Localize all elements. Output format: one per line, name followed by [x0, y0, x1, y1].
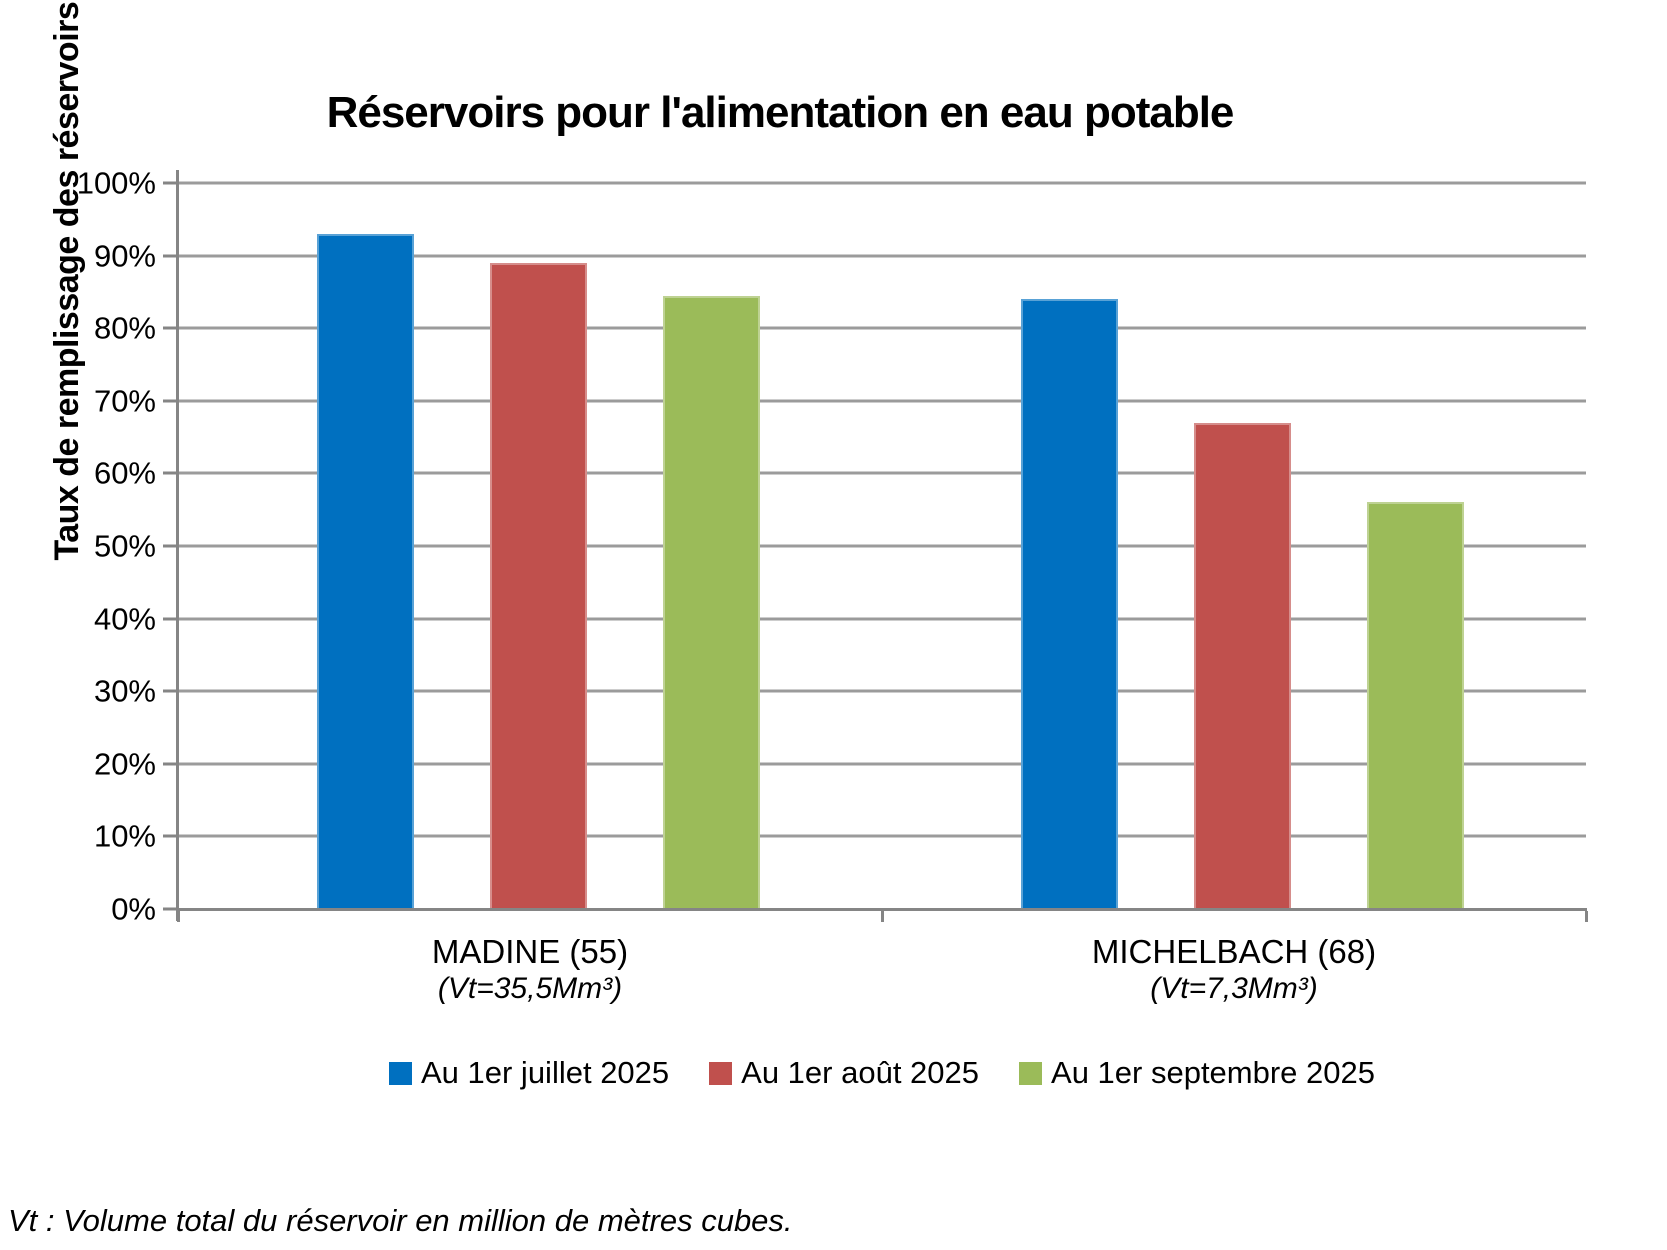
plot-area: [176, 181, 1588, 922]
y-tick-mark: [163, 399, 177, 403]
legend-item-aout: Au 1er août 2025: [709, 1055, 979, 1091]
category-label-madine: MADINE (55) (Vt=35,5Mm³): [178, 933, 882, 1007]
category-name: MICHELBACH (68): [1091, 933, 1377, 970]
y-tick-mark: [163, 617, 177, 621]
category-volume-note: (Vt=35,5Mm³): [437, 972, 623, 1005]
y-tick-label: 50%: [93, 528, 156, 564]
bar: [1193, 422, 1291, 909]
gridline-10%: [178, 834, 1586, 838]
legend-label: Au 1er septembre 2025: [1051, 1055, 1376, 1090]
y-axis-line: [176, 170, 179, 921]
legend-swatch-septembre: [1019, 1061, 1043, 1085]
gridline-90%: [178, 254, 1586, 258]
y-tick-mark: [163, 907, 177, 911]
gridline-50%: [178, 544, 1586, 548]
x-axis-line: [176, 908, 1587, 911]
y-tick-label: 70%: [93, 383, 156, 419]
x-axis-boundary-tick: [176, 911, 180, 922]
y-tick-mark: [163, 471, 177, 475]
legend: Au 1er juillet 2025 Au 1er août 2025 Au …: [178, 1055, 1586, 1091]
y-tick-label: 60%: [93, 455, 156, 491]
gridline-20%: [178, 762, 1586, 766]
gridline-30%: [178, 689, 1586, 693]
gridline-100%: [178, 181, 1586, 185]
legend-swatch-aout: [709, 1061, 733, 1085]
legend-label: Au 1er août 2025: [741, 1055, 980, 1090]
bar-group: [186, 183, 890, 909]
legend-label: Au 1er juillet 2025: [420, 1055, 670, 1090]
y-tick-label: 20%: [93, 746, 156, 782]
bar-group: [890, 183, 1594, 909]
y-tick-mark: [163, 544, 177, 548]
y-tick-mark: [163, 762, 177, 766]
gridline-70%: [178, 399, 1586, 403]
x-axis-boundary-tick: [880, 911, 884, 922]
legend-swatch-juillet: [388, 1061, 412, 1085]
category-label-michelbach: MICHELBACH (68) (Vt=7,3Mm³): [882, 933, 1586, 1007]
gridline-80%: [178, 326, 1586, 330]
legend-item-juillet: Au 1er juillet 2025: [388, 1055, 670, 1091]
footnote: Vt : Volume total du réservoir en millio…: [8, 1203, 793, 1238]
y-axis-tick-marks: [163, 181, 177, 911]
y-tick-mark: [163, 181, 177, 185]
y-axis-tick-labels: 0% 10% 20% 30% 40% 50% 60% 70% 80% 90% 100%: [0, 168, 156, 925]
category-volume-note: (Vt=7,3Mm³): [1150, 972, 1318, 1005]
y-tick-mark: [163, 254, 177, 258]
legend-item-septembre: Au 1er septembre 2025: [1019, 1055, 1375, 1091]
y-tick-label: 0%: [111, 891, 156, 927]
y-tick-label: 40%: [93, 601, 156, 637]
y-tick-mark: [163, 326, 177, 330]
y-tick-label: 80%: [93, 310, 156, 346]
x-axis-boundary-tick: [1584, 911, 1588, 922]
gridline-40%: [178, 617, 1586, 621]
y-tick-mark: [163, 689, 177, 693]
bar: [1020, 299, 1118, 909]
y-tick-label: 10%: [93, 818, 156, 854]
y-tick-label: 30%: [93, 673, 156, 709]
bar: [662, 295, 760, 909]
bar: [489, 262, 587, 909]
bar: [316, 233, 414, 909]
y-tick-label: 90%: [93, 238, 156, 274]
y-tick-mark: [163, 834, 177, 838]
category-name: MADINE (55): [431, 933, 629, 970]
y-tick-label: 100%: [76, 165, 156, 201]
bar: [1366, 502, 1464, 909]
chart-title: Réservoirs pour l'alimentation en eau po…: [326, 88, 1235, 137]
gridline-60%: [178, 471, 1586, 475]
